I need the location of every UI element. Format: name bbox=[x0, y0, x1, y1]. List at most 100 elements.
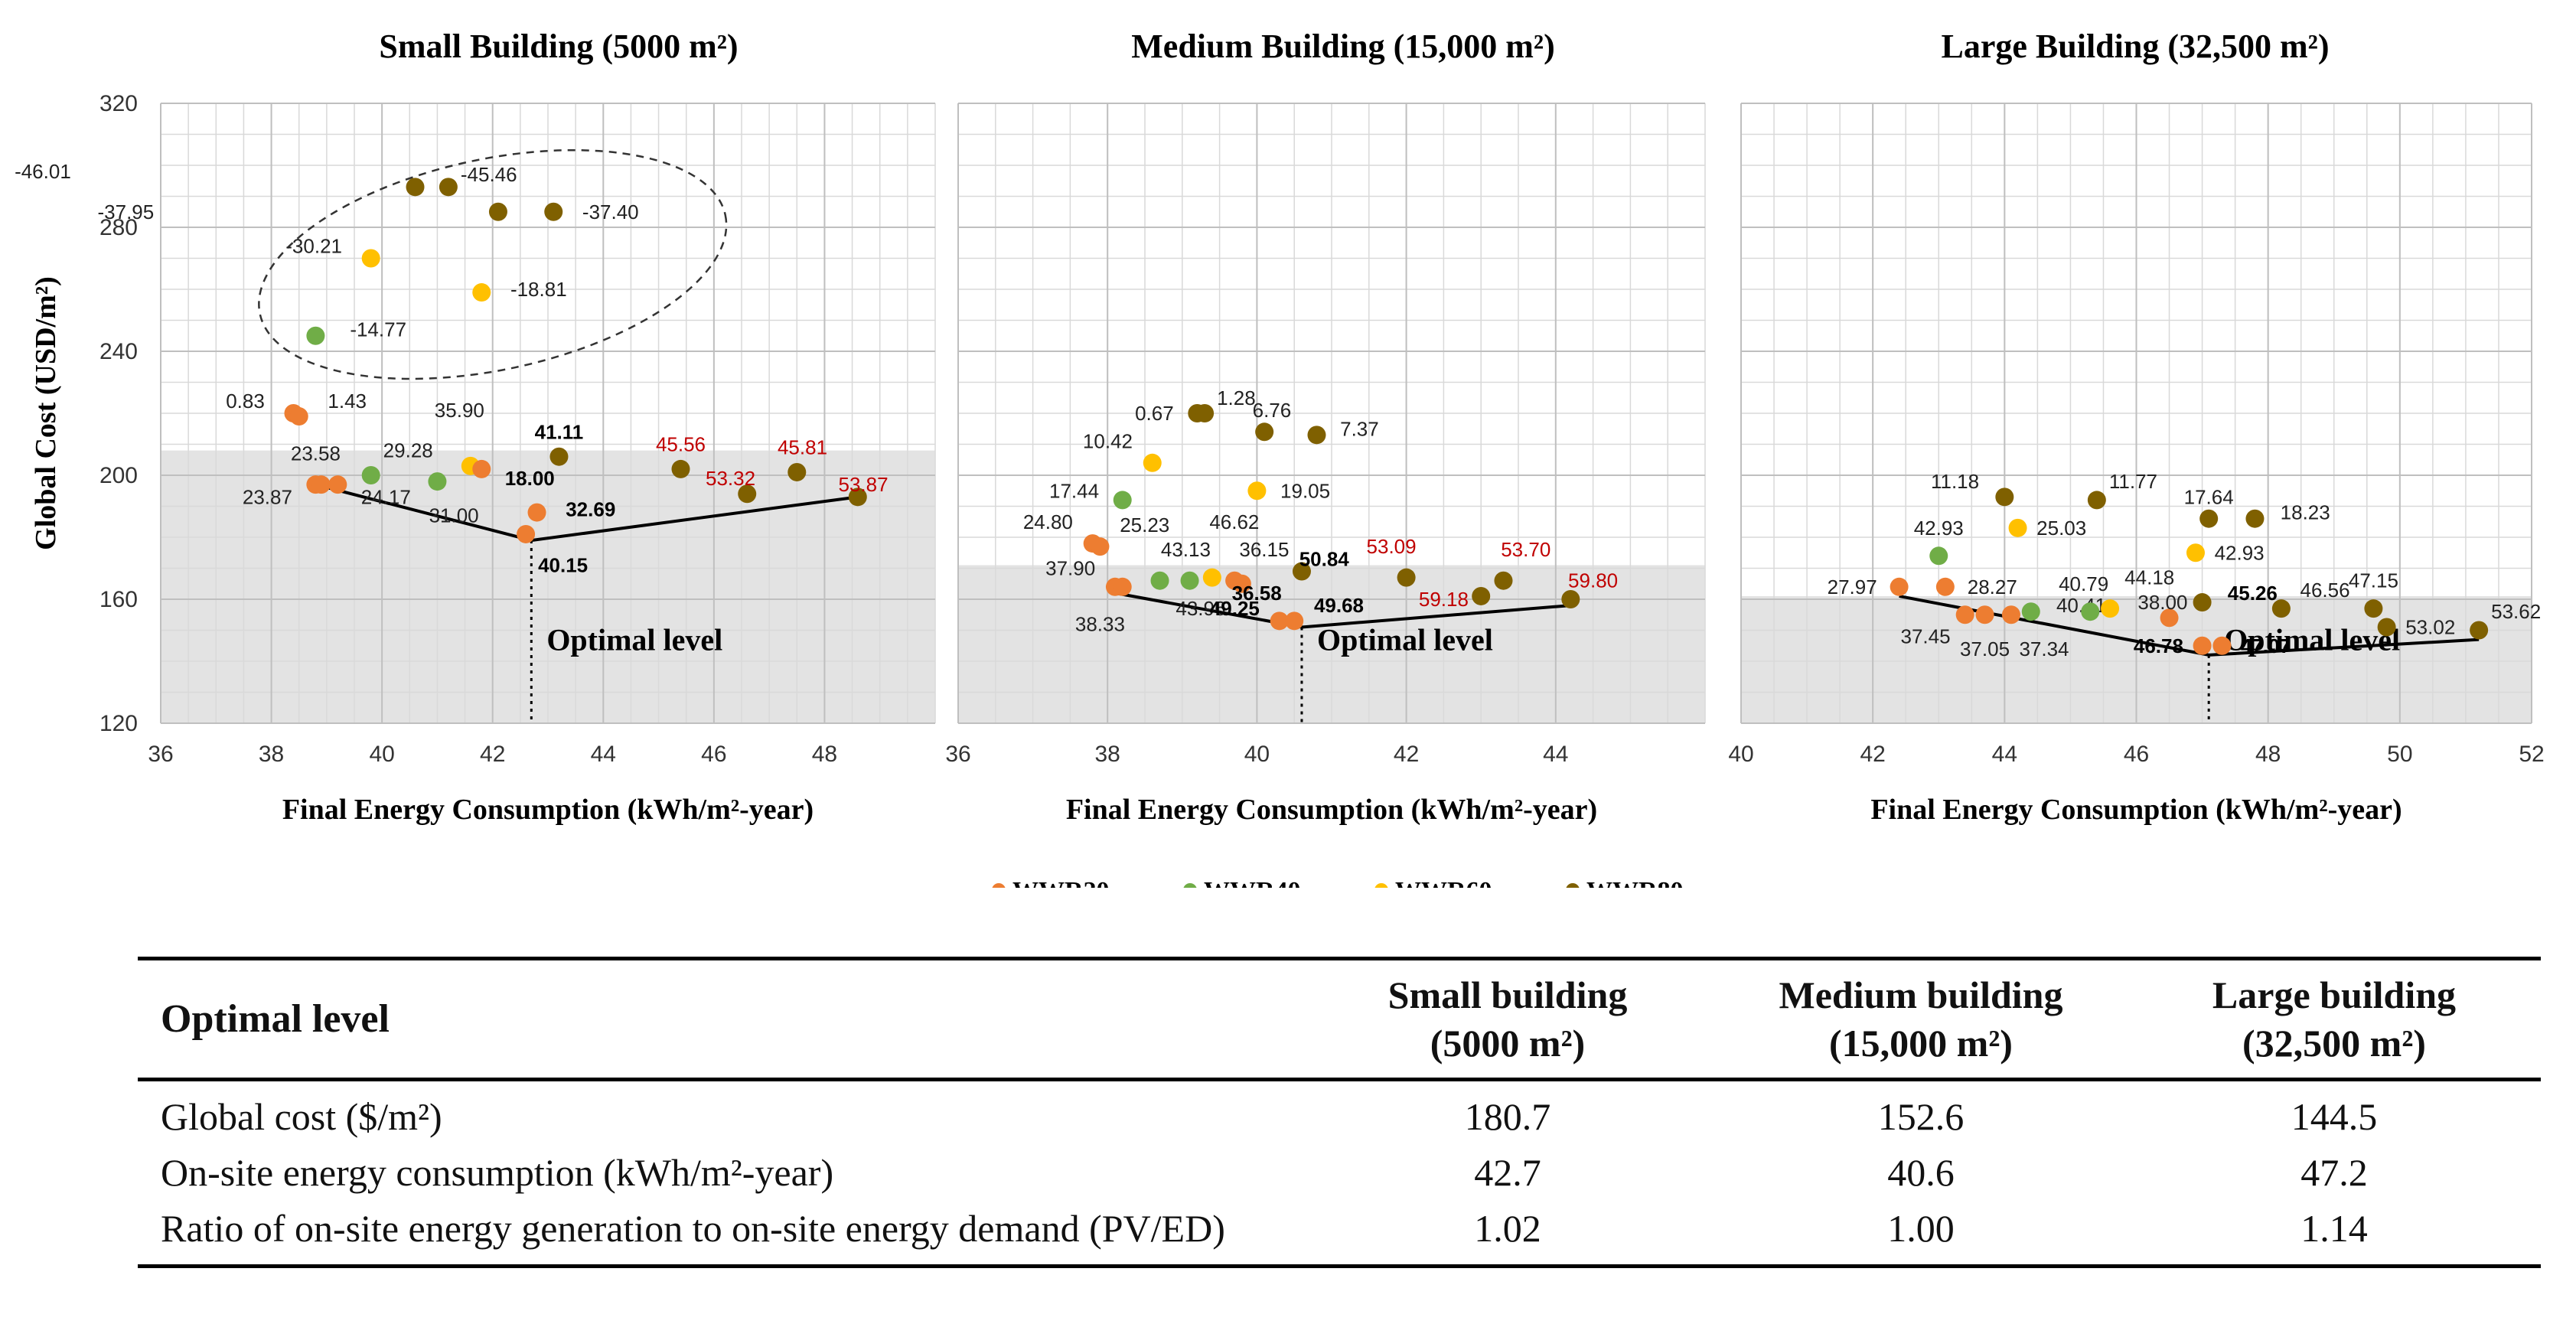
data-label: 40.79 bbox=[2059, 572, 2108, 595]
x-tick-label: 50 bbox=[2387, 742, 2412, 767]
x-tick-label: 42 bbox=[480, 742, 505, 767]
data-point-wwr80 bbox=[2271, 599, 2291, 618]
data-label: 45.56 bbox=[656, 433, 706, 456]
data-point-wwr20 bbox=[2193, 636, 2212, 655]
x-tick-label: 40 bbox=[1244, 742, 1270, 767]
data-point-wwr20 bbox=[289, 407, 308, 426]
data-label: 23.87 bbox=[243, 485, 292, 508]
data-point-wwr80 bbox=[549, 447, 569, 466]
cell-value: 47.2 bbox=[2300, 1151, 2368, 1194]
table-row-energy-consumption: On-site energy consumption (kWh/m²-year)… bbox=[138, 1145, 2541, 1201]
data-point-wwr80 bbox=[2087, 491, 2106, 510]
data-point-wwr20 bbox=[1975, 605, 1994, 624]
data-point-wwr20 bbox=[2212, 636, 2232, 655]
data-label: 25.23 bbox=[1120, 514, 1169, 536]
legend-marker bbox=[1374, 883, 1388, 888]
data-label: 19.05 bbox=[1280, 479, 1330, 502]
data-label: 45.81 bbox=[778, 436, 827, 459]
data-point-wwr40 bbox=[306, 326, 325, 345]
y-tick-label: 160 bbox=[99, 587, 138, 612]
data-point-wwr80 bbox=[787, 462, 807, 481]
data-label: 43.13 bbox=[1161, 538, 1211, 561]
data-label: 42.93 bbox=[2215, 541, 2265, 564]
data-label: -30.21 bbox=[285, 234, 342, 257]
data-label: 38.33 bbox=[1075, 612, 1125, 635]
data-label: 24.17 bbox=[361, 485, 411, 508]
cell-value: 40.6 bbox=[1887, 1151, 1955, 1194]
data-point-wwr20 bbox=[1270, 611, 1289, 631]
data-point-wwr80 bbox=[544, 202, 563, 221]
data-point-wwr20 bbox=[328, 475, 347, 494]
column-header-medium: Medium building (15,000 m²) bbox=[1714, 959, 2128, 1080]
x-tick-label: 40 bbox=[369, 742, 394, 767]
data-label: 47.07 bbox=[2241, 634, 2291, 657]
data-label: 28.27 bbox=[1968, 576, 2017, 598]
cell-value: 180.7 bbox=[1464, 1095, 1551, 1138]
table-row-global-cost: Global cost ($/m²) 180.7 152.6 144.5 bbox=[138, 1080, 2541, 1146]
x-tick-label: 48 bbox=[812, 742, 837, 767]
scatter-charts: 36 38 40 42 44 46 48 120 160 200 240 280 320 Small Bu… bbox=[15, 28, 2545, 888]
data-label: 43.96 bbox=[1176, 597, 1225, 620]
x-axis-title: Final Energy Consumption (kWh/m²-year) bbox=[282, 794, 814, 826]
legend-entry: WWR20 bbox=[1012, 877, 1110, 888]
data-point-wwr20 bbox=[472, 459, 491, 478]
data-point-wwr80 bbox=[2470, 621, 2489, 640]
cell-value: 152.6 bbox=[1877, 1095, 1965, 1138]
cell-value: 144.5 bbox=[2291, 1095, 2378, 1138]
data-point-wwr80 bbox=[2199, 509, 2219, 528]
chart-panel-2: 36 38 40 42 44 Medium Building (15,000 m²) Fin… bbox=[945, 28, 1706, 826]
y-tick-label: 120 bbox=[99, 711, 138, 736]
data-point-wwr40 bbox=[1929, 546, 1948, 566]
optimal-level-label: Optimal level bbox=[546, 623, 722, 657]
data-point-wwr80 bbox=[1292, 562, 1311, 581]
column-header-line2: (32,500 m²) bbox=[2242, 1021, 2426, 1065]
data-label: 53.62 bbox=[2491, 600, 2541, 623]
data-label: 46.56 bbox=[2300, 579, 2349, 602]
y-axis-title: Global Cost (USD/m²) bbox=[30, 276, 62, 550]
legend-marker bbox=[1566, 883, 1580, 888]
data-point-wwr80 bbox=[1255, 422, 1274, 442]
table-header-row: Optimal level Small building (5000 m²) M… bbox=[138, 958, 2541, 1080]
data-label: 53.02 bbox=[2405, 615, 2455, 638]
data-label: -46.01 bbox=[15, 160, 71, 183]
data-label: 44.18 bbox=[2124, 566, 2174, 589]
data-label: 11.18 bbox=[1931, 470, 1979, 493]
data-point-wwr60 bbox=[1143, 453, 1162, 472]
data-label: 31.00 bbox=[429, 504, 479, 527]
data-label: 23.58 bbox=[291, 442, 341, 465]
data-point-wwr40 bbox=[1180, 571, 1199, 590]
column-header-small: Small building (5000 m²) bbox=[1301, 959, 1714, 1080]
data-point-wwr80 bbox=[439, 178, 458, 197]
data-point-wwr80 bbox=[2364, 599, 2383, 618]
data-label: 0.67 bbox=[1135, 402, 1174, 425]
data-point-wwr20 bbox=[2160, 608, 2179, 628]
data-point-wwr40 bbox=[1113, 491, 1132, 510]
data-label: 7.37 bbox=[1340, 417, 1379, 440]
data-label: 42.93 bbox=[1914, 517, 1964, 540]
column-header-line1: Large building bbox=[2212, 973, 2457, 1016]
data-label: 17.44 bbox=[1049, 479, 1099, 502]
x-tick-label: 38 bbox=[259, 742, 284, 767]
data-label: 24.80 bbox=[1023, 510, 1073, 533]
data-label: 0.83 bbox=[226, 390, 265, 413]
legend-entry: WWR60 bbox=[1395, 877, 1492, 888]
data-point-wwr20 bbox=[1285, 611, 1304, 631]
data-point-wwr40 bbox=[1150, 571, 1169, 590]
x-tick-label: 36 bbox=[945, 742, 970, 767]
data-point-wwr80 bbox=[2245, 509, 2265, 528]
data-point-wwr80 bbox=[1995, 488, 2014, 507]
row-label: Ratio of on-site energy generation to on… bbox=[161, 1207, 1225, 1250]
data-label: 18.00 bbox=[505, 467, 555, 490]
data-label: 37.34 bbox=[2019, 638, 2069, 660]
legend-entry: WWR80 bbox=[1586, 877, 1684, 888]
data-label: 50.84 bbox=[1299, 547, 1350, 570]
data-point-wwr80 bbox=[488, 202, 507, 221]
data-point-wwr40 bbox=[361, 466, 380, 484]
column-header-large: Large building (32,500 m²) bbox=[2128, 959, 2541, 1080]
data-label: 45.26 bbox=[2228, 582, 2278, 605]
data-point-wwr80 bbox=[2377, 618, 2396, 637]
data-label: -37.95 bbox=[97, 201, 154, 223]
data-label: 17.64 bbox=[2184, 485, 2234, 508]
chart-title: Small Building (5000 m²) bbox=[379, 28, 738, 65]
data-point-wwr80 bbox=[1397, 568, 1416, 587]
